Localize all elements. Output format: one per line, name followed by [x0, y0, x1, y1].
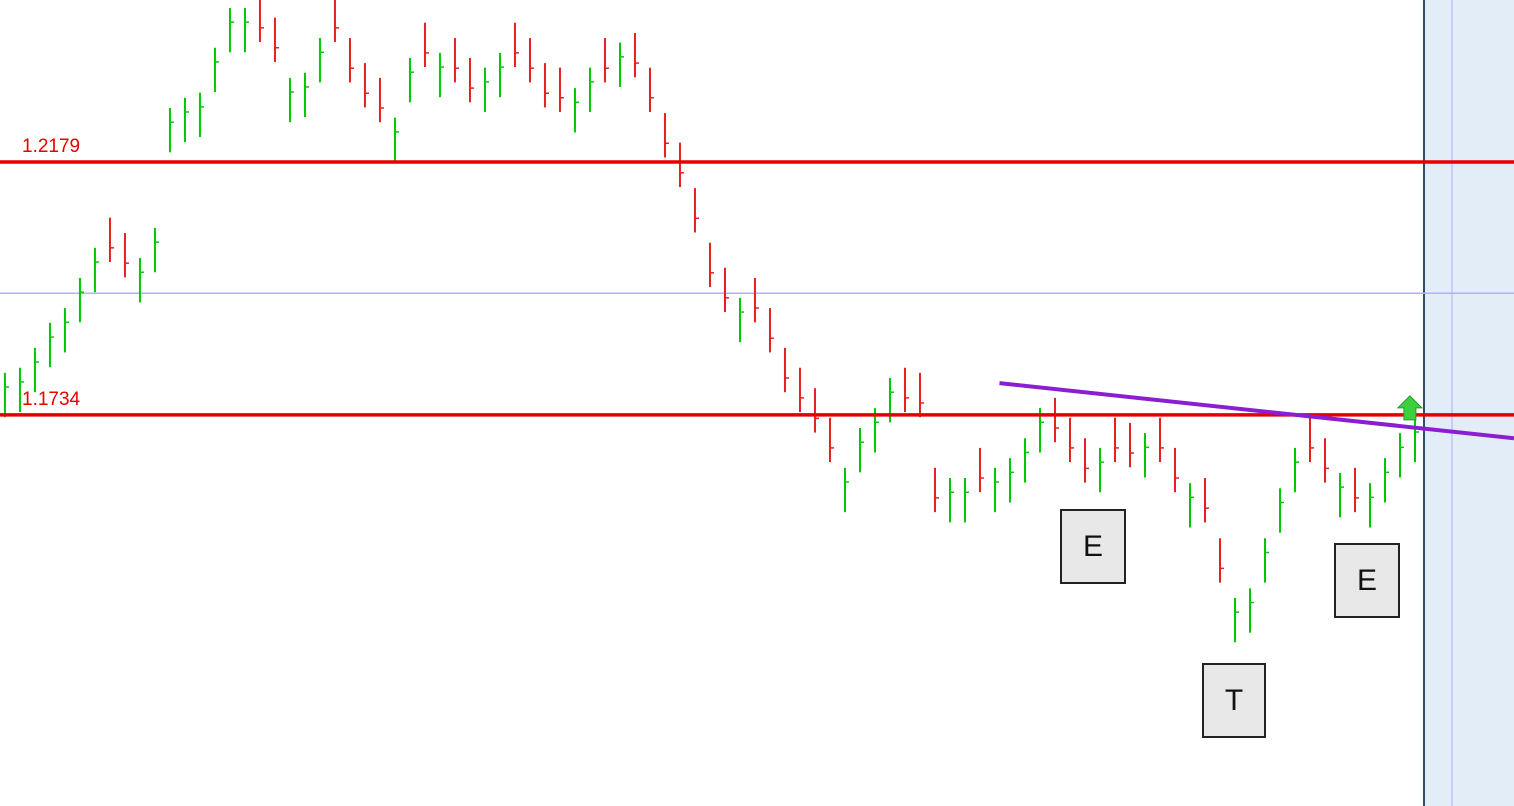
annotation-box: E: [1334, 543, 1400, 618]
level-label: 1.2179: [22, 136, 80, 157]
level-label: 1.1734: [22, 389, 81, 410]
annotation-box: E: [1060, 509, 1126, 584]
trendline: [999, 381, 1514, 441]
signal-arrow: [1396, 395, 1424, 421]
annotation-box: T: [1202, 663, 1266, 738]
future-area: [1424, 0, 1514, 806]
